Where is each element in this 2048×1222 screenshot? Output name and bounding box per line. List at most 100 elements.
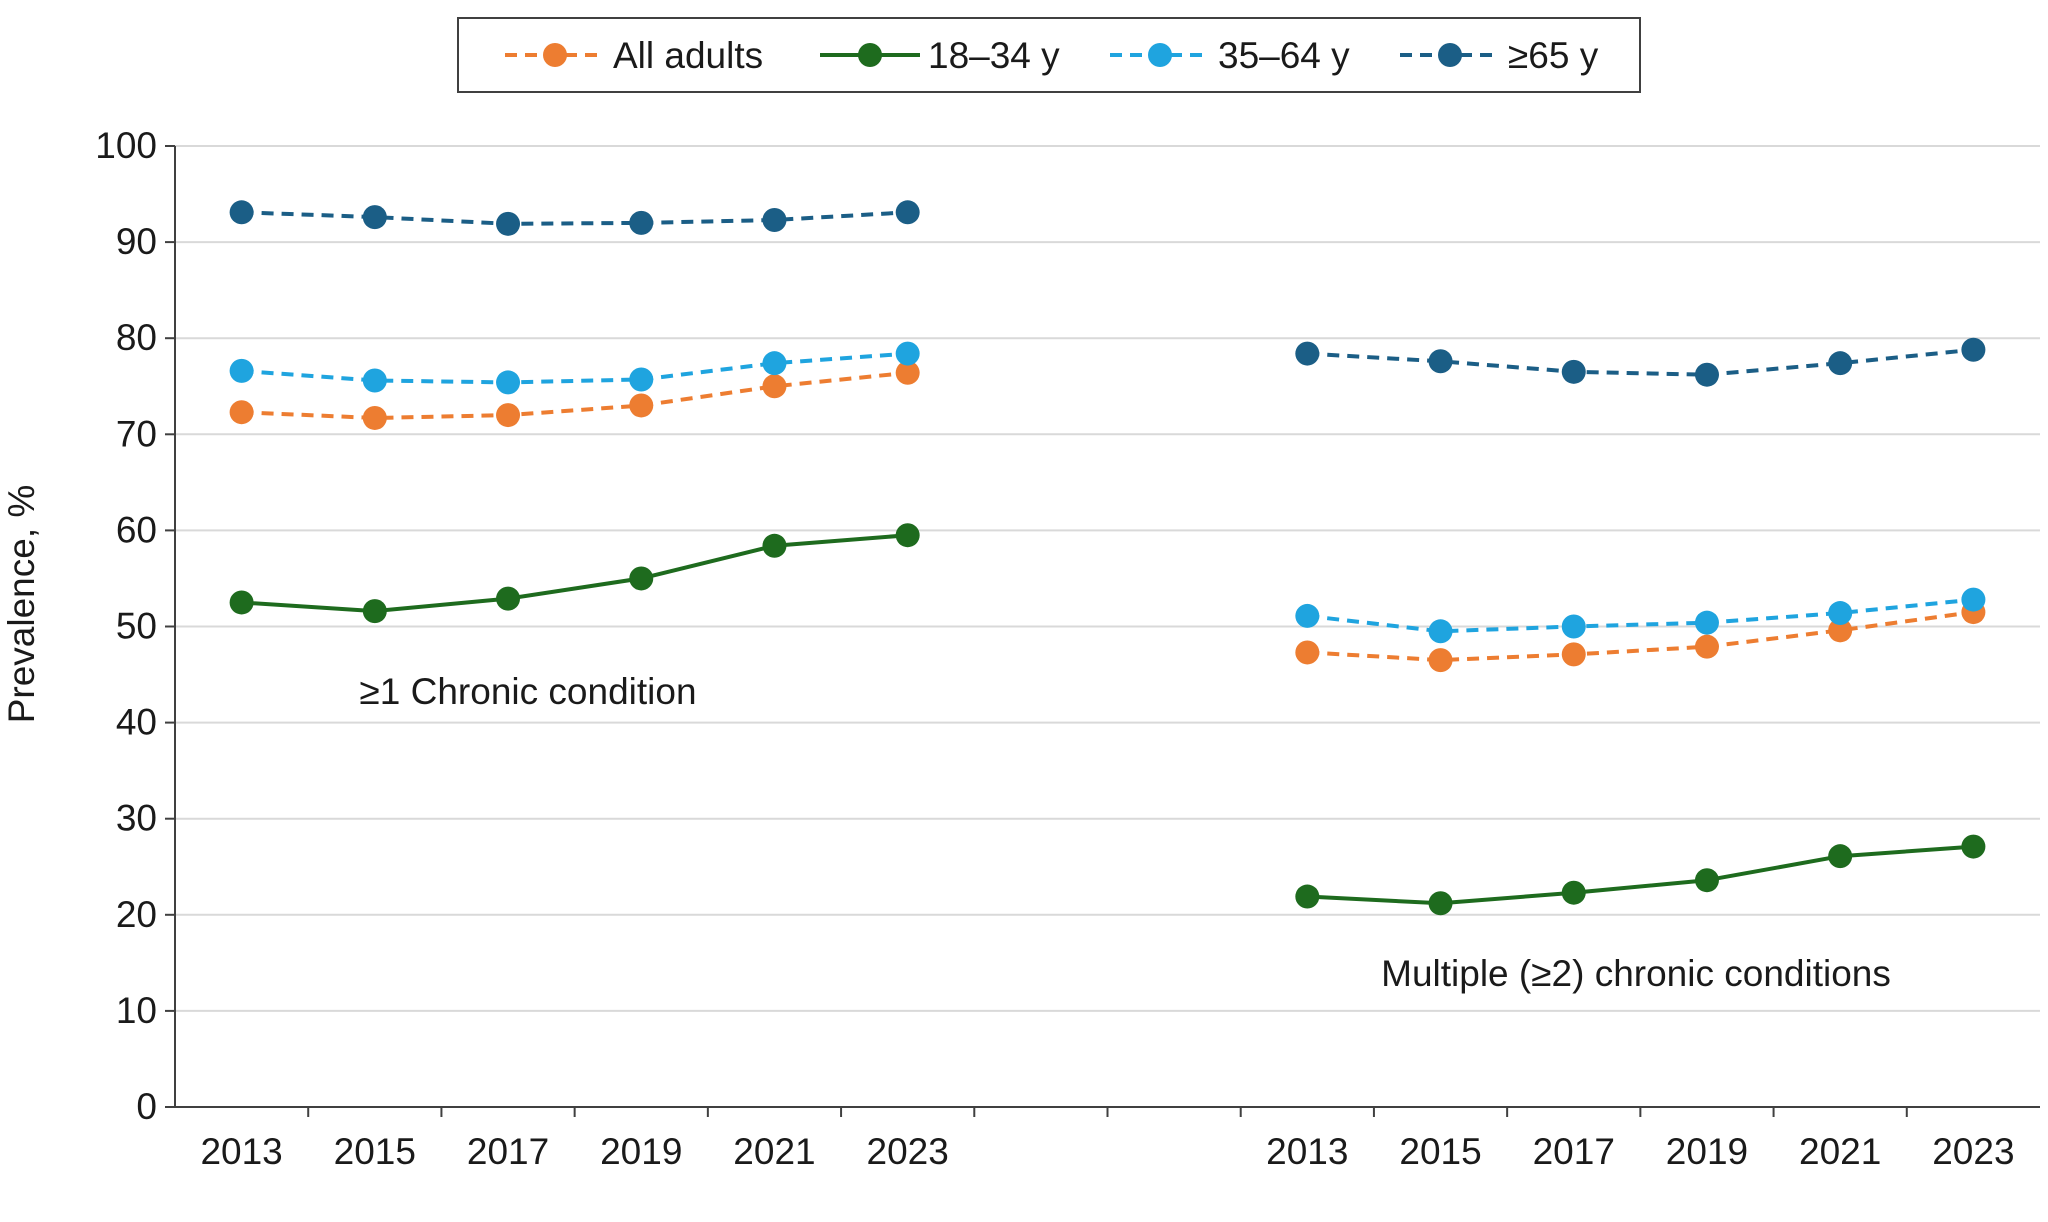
y-tick-label: 30 (116, 798, 157, 839)
series-line (1307, 844, 1974, 906)
data-point (496, 586, 521, 611)
series-line (241, 533, 908, 614)
series-3 (229, 341, 1986, 644)
panel-label-1: ≥1 Chronic condition (359, 671, 696, 712)
x-tick-label: 2017 (1533, 1131, 1615, 1172)
labels: Prevalence, % ≥1 Chronic condition Multi… (1, 485, 1891, 994)
data-point (1561, 614, 1586, 639)
legend-marker (1438, 43, 1462, 67)
data-point (629, 210, 654, 235)
data-point (1694, 610, 1719, 635)
data-point (762, 374, 787, 399)
data-point (762, 533, 787, 558)
y-tick-label: 100 (95, 125, 157, 166)
series-4 (229, 200, 1986, 387)
legend-marker (1148, 43, 1172, 67)
legend-marker (858, 43, 882, 67)
data-point (362, 205, 387, 230)
legend-item: 18–34 y (820, 35, 1060, 76)
data-point (1295, 884, 1320, 909)
series-line (241, 370, 908, 420)
x-tick-label: 2013 (200, 1131, 282, 1172)
data-point (1828, 844, 1853, 869)
data-point (629, 566, 654, 591)
data-point (1428, 349, 1453, 374)
legend-label: All adults (613, 35, 763, 76)
data-point (762, 351, 787, 376)
x-tick-label: 2015 (1399, 1131, 1481, 1172)
data-point (1295, 341, 1320, 366)
data-point (496, 370, 521, 395)
data-point (1561, 359, 1586, 384)
data-point (895, 523, 920, 548)
y-tick-label: 70 (116, 413, 157, 454)
data-point (1295, 603, 1320, 628)
data-point (895, 341, 920, 366)
data-point (229, 358, 254, 383)
data-point (496, 211, 521, 236)
y-tick-label: 10 (116, 990, 157, 1031)
data-point (629, 367, 654, 392)
axes: 0 10 20 30 40 50 60 70 80 90 100 2013 2015 2017 2019 20… (95, 125, 2040, 1172)
x-tick-label: 2013 (1266, 1131, 1348, 1172)
data-point (1428, 619, 1453, 644)
gridlines (175, 145, 2040, 1012)
data-point (1828, 618, 1853, 643)
series-line (1307, 347, 1974, 377)
data-point (762, 207, 787, 232)
data-point (362, 599, 387, 624)
y-tick-label: 50 (116, 606, 157, 647)
y-tick-label: 90 (116, 221, 157, 262)
data-point (1694, 362, 1719, 387)
data-point (1961, 834, 1986, 859)
data-point (229, 590, 254, 615)
data-point (1561, 642, 1586, 667)
x-tick-label: 2019 (600, 1131, 682, 1172)
legend-label: ≥65 y (1508, 35, 1599, 76)
data-point (1561, 880, 1586, 905)
data-point (1295, 640, 1320, 665)
data-point (1961, 587, 1986, 612)
legend-label: 35–64 y (1218, 35, 1350, 76)
data-point (1428, 891, 1453, 916)
data-point (1694, 868, 1719, 893)
series-line (1307, 597, 1974, 634)
data-point (1828, 351, 1853, 376)
data-point (1428, 648, 1453, 673)
y-tick-label: 0 (136, 1086, 157, 1127)
legend-marker (543, 43, 567, 67)
data-point (229, 400, 254, 425)
data-point (362, 368, 387, 393)
x-tick-label: 2021 (733, 1131, 815, 1172)
series-line (241, 210, 908, 226)
x-tick-label: 2019 (1666, 1131, 1748, 1172)
series-2 (229, 523, 1986, 916)
legend: All adults 18–34 y 35–64 y ≥65 y (457, 17, 1641, 93)
y-tick-label: 20 (116, 894, 157, 935)
data-point (629, 393, 654, 418)
x-tick-label: 2021 (1799, 1131, 1881, 1172)
series-1 (229, 360, 1986, 673)
y-tick-label: 60 (116, 509, 157, 550)
data-point (895, 200, 920, 225)
series-line (1307, 610, 1974, 663)
data-point (362, 405, 387, 430)
data-point (1828, 601, 1853, 626)
data-point (229, 200, 254, 225)
y-tick-label: 40 (116, 702, 157, 743)
x-tick-label: 2015 (334, 1131, 416, 1172)
series-group (229, 200, 1986, 916)
x-tick-label: 2023 (1932, 1131, 2014, 1172)
data-point (1694, 634, 1719, 659)
legend-item: All adults (505, 35, 763, 76)
legend-item: ≥65 y (1400, 35, 1599, 76)
data-point (1961, 337, 1986, 362)
panel-label-2: Multiple (≥2) chronic conditions (1381, 953, 1891, 994)
data-point (496, 403, 521, 428)
x-tick-label: 2017 (467, 1131, 549, 1172)
series-line (241, 351, 908, 385)
legend-label: 18–34 y (928, 35, 1060, 76)
y-tick-label: 80 (116, 317, 157, 358)
